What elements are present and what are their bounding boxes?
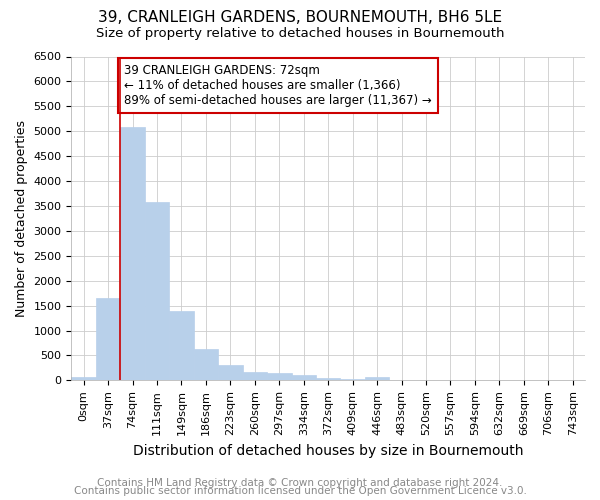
Text: 39 CRANLEIGH GARDENS: 72sqm
← 11% of detached houses are smaller (1,366)
89% of : 39 CRANLEIGH GARDENS: 72sqm ← 11% of det… [124,64,432,107]
Bar [194,349,218,380]
Bar [340,378,365,380]
Bar [242,372,267,380]
Bar [218,366,242,380]
Bar [96,298,121,380]
Text: Contains public sector information licensed under the Open Government Licence v3: Contains public sector information licen… [74,486,526,496]
Text: 39, CRANLEIGH GARDENS, BOURNEMOUTH, BH6 5LE: 39, CRANLEIGH GARDENS, BOURNEMOUTH, BH6 … [98,10,502,25]
X-axis label: Distribution of detached houses by size in Bournemouth: Distribution of detached houses by size … [133,444,523,458]
Bar [267,373,292,380]
Bar [169,310,194,380]
Bar [121,128,145,380]
Text: Contains HM Land Registry data © Crown copyright and database right 2024.: Contains HM Land Registry data © Crown c… [97,478,503,488]
Bar [365,378,389,380]
Text: Size of property relative to detached houses in Bournemouth: Size of property relative to detached ho… [96,28,504,40]
Bar [316,378,340,380]
Bar [145,202,169,380]
Bar [292,376,316,380]
Y-axis label: Number of detached properties: Number of detached properties [15,120,28,317]
Bar [71,376,96,380]
